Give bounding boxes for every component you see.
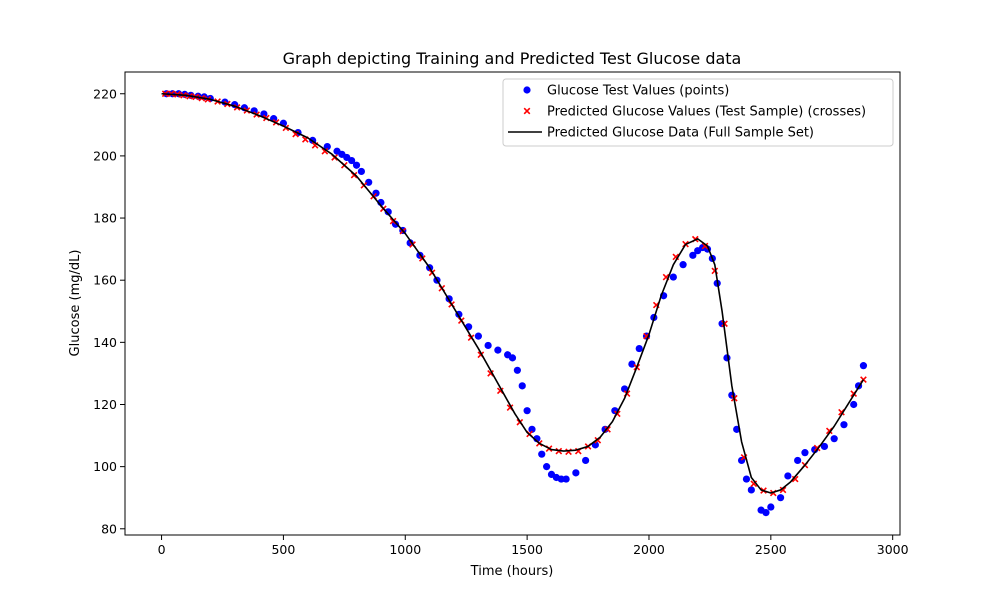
predicted-test-cross [791,475,799,483]
glucose-test-point [628,360,636,368]
glucose-test-point [635,344,643,353]
glucose-test-point [513,366,521,374]
glucose-test-point [840,421,848,429]
y-tick-label: 180 [93,211,117,226]
axis-ticks: 0 500 1000 1500 2000 2500 3000 80 100 120 140 160 18… [93,86,909,557]
glucose-test-point [348,156,356,165]
legend-dot-marker [523,86,531,94]
glucose-test-point [523,407,531,415]
predicted-test-cross [779,486,787,494]
glucose-test-point [801,449,809,457]
glucose-test-point [850,400,858,409]
x-axis-label: Time (hours) [470,564,554,579]
glucose-test-point [859,362,868,370]
x-tick-label: 3000 [877,542,909,557]
glucose-test-point [679,261,687,269]
glucose-test-point [357,167,365,176]
chart-title: Graph depicting Training and Predicted T… [283,49,742,68]
glucose-test-point [794,456,802,465]
legend: Glucose Test Values (points) Predicted Gl… [502,78,894,147]
y-tick-label: 120 [93,397,117,412]
y-tick-label: 160 [93,273,117,288]
glucose-test-point [776,494,785,502]
glucose-test-point [762,509,770,517]
legend-entry-label: Predicted Glucose Values (Test Sample) (… [547,105,866,120]
glucose-test-point [582,456,590,465]
x-tick-label: 2500 [755,542,787,557]
legend-entry-label: Glucose Test Values (points) [547,84,729,99]
glucose-test-point [494,346,502,354]
legend-box [502,78,894,147]
y-tick-label: 100 [93,459,117,474]
glucose-test-point [830,435,838,443]
glucose-test-point [767,503,775,511]
x-tick-label: 1000 [389,542,421,557]
glucose-test-point [518,382,526,390]
predicted-test-cross [496,387,504,395]
glucose-test-point [742,475,751,483]
glucose-test-point [528,425,536,433]
glucose-test-point [669,273,677,281]
y-tick-label: 200 [93,148,117,163]
glucose-test-point [352,161,361,169]
glucose-test-point [538,450,546,458]
glucose-test-point [689,251,697,259]
glucose-test-point [484,341,492,350]
predicted-test-cross [565,448,572,456]
glucose-test-point [365,178,373,186]
x-tick-label: 2000 [633,542,665,557]
plot-marks [161,90,868,517]
predicted-test-cross [389,217,397,225]
predicted-test-cross [487,370,494,377]
predicted-full-line [161,92,865,494]
glucose-test-point [543,463,551,471]
glucose-test-point [562,475,570,483]
y-tick-label: 220 [93,86,117,101]
glucose-test-point [621,385,629,393]
glucose-test-point [723,354,731,362]
glucose-test-point [260,110,268,118]
glucose-test-point [323,142,331,151]
glucose-test-point [384,208,392,216]
glucose-test-point [747,486,755,494]
glucose-test-point [508,354,517,362]
y-axis-label: Glucose (mg/dL) [68,250,83,357]
legend-entry-label: Predicted Glucose Data (Full Sample Set) [547,126,814,141]
plot-frame [124,71,901,536]
predicted-test-cross [321,147,329,155]
predicted-test-cross [701,242,709,250]
x-tick-label: 500 [271,542,295,557]
legend-cross-marker [523,107,531,115]
glucose-test-point [784,472,792,480]
glucose-test-point [572,469,580,477]
y-tick-label: 80 [101,521,117,536]
x-tick-label: 0 [158,542,166,557]
y-tick-label: 140 [93,335,117,350]
glucose-test-point [474,332,482,340]
glucose-test-point [820,442,829,451]
x-tick-label: 1500 [511,542,543,557]
predicted-test-cross [721,320,728,328]
